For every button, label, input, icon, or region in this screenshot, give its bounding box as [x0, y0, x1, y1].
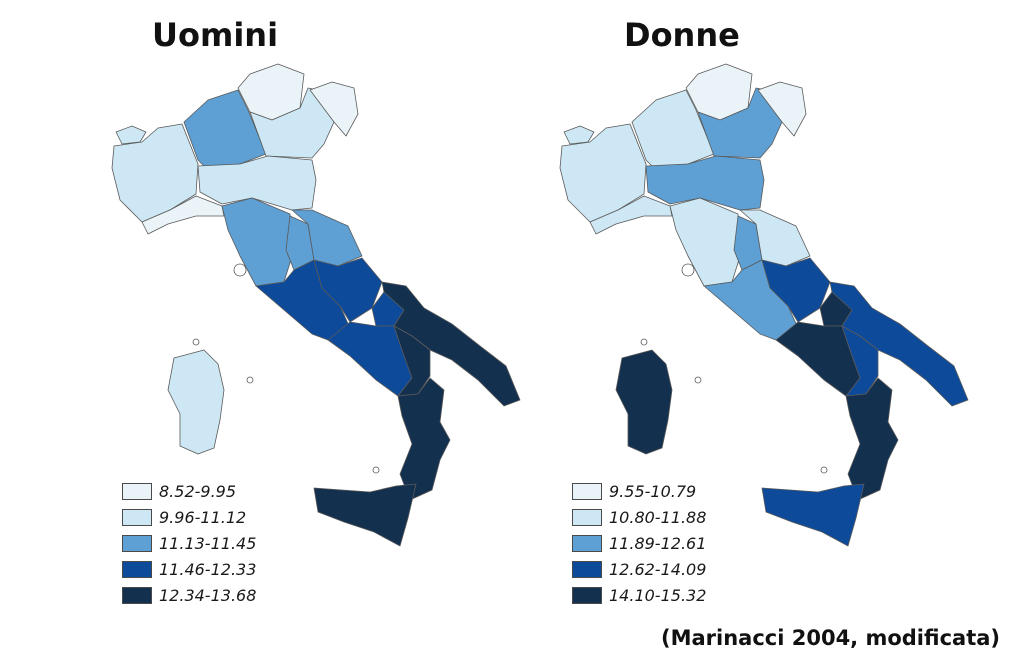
legend-women: 9.55-10.79 10.80-11.88 11.89-12.61 12.62… — [572, 478, 706, 608]
legend-swatch — [572, 560, 602, 578]
region-emilia-romagna — [197, 155, 317, 211]
legend-item: 8.52-9.95 — [122, 478, 256, 504]
island-marker — [820, 466, 828, 474]
legend-label: 11.89-12.61 — [609, 533, 707, 553]
legend-item: 9.96-11.12 — [122, 504, 256, 530]
legend-label: 14.10-15.32 — [609, 585, 707, 605]
region-valle-daosta — [115, 125, 147, 145]
legend-label: 11.46-12.33 — [159, 559, 257, 579]
legend-item: 11.46-12.33 — [122, 556, 256, 582]
legend-label: 11.13-11.45 — [159, 533, 257, 553]
island-marker — [640, 338, 648, 346]
legend-label: 12.34-13.68 — [159, 585, 257, 605]
map-title-men: Uomini — [152, 16, 279, 54]
region-marche — [739, 209, 811, 267]
legend-swatch — [572, 586, 602, 604]
legend-item: 9.55-10.79 — [572, 478, 706, 504]
legend-label: 12.62-14.09 — [609, 559, 707, 579]
italy-map-women — [559, 63, 969, 547]
island-marker — [192, 338, 200, 346]
legend-swatch — [122, 560, 152, 578]
legend-item: 11.89-12.61 — [572, 530, 706, 556]
legend-swatch — [122, 534, 152, 552]
region-sardegna — [615, 349, 673, 455]
legend-item: 12.34-13.68 — [122, 582, 256, 608]
island-marker — [233, 263, 247, 277]
region-calabria — [397, 377, 451, 501]
island-marker — [681, 263, 695, 277]
legend-swatch — [122, 508, 152, 526]
legend-label: 8.52-9.95 — [159, 481, 237, 501]
region-sicilia — [313, 483, 417, 547]
region-liguria — [141, 195, 225, 235]
region-piemonte — [559, 123, 647, 223]
region-toscana — [669, 197, 743, 287]
map-title-women: Donne — [624, 16, 740, 54]
region-sardegna — [167, 349, 225, 455]
region-marche — [291, 209, 363, 267]
legend-label: 9.96-11.12 — [159, 507, 247, 527]
legend-label: 9.55-10.79 — [609, 481, 697, 501]
legend-swatch — [572, 482, 602, 500]
island-marker — [372, 466, 380, 474]
legend-swatch — [122, 586, 152, 604]
legend-item: 12.62-14.09 — [572, 556, 706, 582]
legend-men: 8.52-9.95 9.96-11.12 11.13-11.45 11.46-1… — [122, 478, 256, 608]
region-liguria — [589, 195, 673, 235]
region-toscana — [221, 197, 295, 287]
region-friuli — [309, 81, 359, 137]
region-sicilia — [761, 483, 865, 547]
island-marker — [246, 376, 254, 384]
legend-swatch — [572, 534, 602, 552]
legend-item: 10.80-11.88 — [572, 504, 706, 530]
legend-item: 11.13-11.45 — [122, 530, 256, 556]
legend-swatch — [572, 508, 602, 526]
region-calabria — [845, 377, 899, 501]
region-piemonte — [111, 123, 199, 223]
island-marker — [694, 376, 702, 384]
region-emilia-romagna — [645, 155, 765, 211]
legend-label: 10.80-11.88 — [609, 507, 707, 527]
legend-item: 14.10-15.32 — [572, 582, 706, 608]
region-puglia — [381, 281, 521, 407]
source-citation: (Marinacci 2004, modificata) — [660, 626, 1000, 650]
legend-swatch — [122, 482, 152, 500]
region-valle-daosta — [563, 125, 595, 145]
region-friuli — [757, 81, 807, 137]
italy-map-men — [111, 63, 521, 547]
region-puglia — [829, 281, 969, 407]
